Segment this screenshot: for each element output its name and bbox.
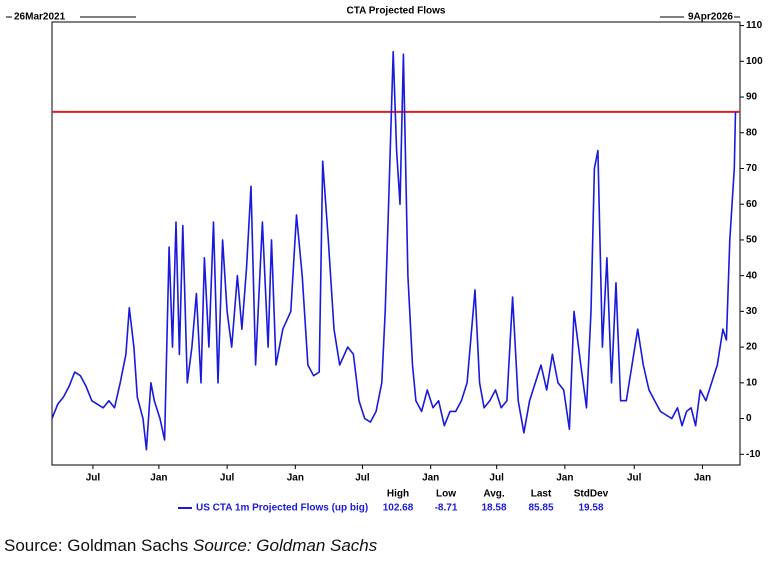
x-tick-label: Jul: [86, 473, 101, 484]
y-tick-label: -10: [746, 449, 761, 460]
x-tick-label: Jan: [150, 473, 167, 484]
start-date: 26Mar2021: [14, 12, 66, 23]
stat-label: Low: [436, 489, 456, 500]
end-date: 9Apr2026: [688, 12, 733, 23]
source-italic: Source: Goldman Sachs: [193, 536, 378, 555]
stat-value: 18.58: [481, 503, 506, 514]
legend-label: US CTA 1m Projected Flows (up big): [196, 503, 368, 514]
x-tick-label: Jul: [627, 473, 642, 484]
x-tick-label: Jan: [422, 473, 439, 484]
y-tick-label: 50: [746, 235, 758, 246]
stat-value: 102.68: [383, 503, 414, 514]
stat-value: 19.58: [578, 503, 603, 514]
plot-frame: [51, 21, 741, 466]
series-line: [51, 50, 737, 451]
stat-label: Last: [531, 489, 552, 500]
y-tick-label: 110: [746, 20, 763, 31]
y-tick-label: 80: [746, 127, 758, 138]
source: Source: Goldman Sachs Source: Goldman Sa…: [4, 536, 377, 556]
y-tick-label: 10: [746, 377, 758, 388]
stat-label: High: [387, 489, 409, 500]
chart-title: CTA Projected Flows: [347, 6, 446, 17]
stat-label: StdDev: [574, 489, 609, 500]
x-tick-label: Jul: [355, 473, 370, 484]
stat-value: 85.85: [528, 503, 553, 514]
y-tick-label: 90: [746, 92, 758, 103]
y-tick-label: 70: [746, 163, 758, 174]
y-tick-label: 40: [746, 270, 758, 281]
chart: CTA Projected Flows 26Mar2021 9Apr2026 -…: [6, 6, 763, 514]
stat-label: Avg.: [483, 489, 505, 500]
stat-value: -8.71: [435, 503, 458, 514]
x-tick-label: Jan: [287, 473, 304, 484]
x-tick-label: Jul: [220, 473, 235, 484]
y-tick-label: 0: [746, 413, 752, 424]
x-tick-label: Jan: [556, 473, 573, 484]
x-tick-label: Jul: [489, 473, 504, 484]
y-tick-label: 30: [746, 306, 758, 317]
source-text: Source: Goldman Sachs: [4, 536, 189, 555]
y-tick-label: 60: [746, 199, 758, 210]
y-tick-label: 20: [746, 342, 758, 353]
x-tick-label: Jan: [694, 473, 711, 484]
y-tick-label: 100: [746, 56, 763, 67]
